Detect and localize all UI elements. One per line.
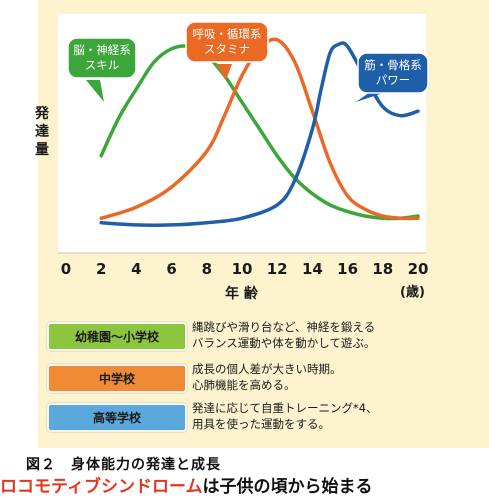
callout-text: 筋・骨格系 (364, 58, 422, 72)
x-tick-label: 10 (232, 260, 253, 278)
x-tick-label: 20 (408, 260, 429, 278)
figure-caption: 図２ 身体能力の発達と成長 (26, 457, 221, 473)
stage-description-high-school: 発達に応じて自重トレーニング*4、 用具を使った運動をする。 (192, 400, 378, 432)
y-axis-label: 発達量 (34, 105, 50, 158)
x-axis-unit: (歳) (400, 284, 425, 300)
tagline-rest: は子供の頃から始まる (202, 477, 373, 497)
x-tick-label: 18 (372, 260, 393, 278)
callout-text: 呼吸・循環系 (193, 27, 262, 41)
x-tick-label: 6 (166, 260, 176, 278)
stage-badge-high-school: 高等学校 (47, 403, 187, 432)
stage-description-junior-high: 成長の個人差が大きい時期。 心肺機能を高める。 (192, 361, 342, 393)
x-tick-label: 12 (267, 260, 288, 278)
callout-text: パワー (376, 73, 411, 87)
description-line: 用具を使った運動をする。 (192, 417, 330, 431)
stage-badge-junior-high: 中学校 (47, 364, 187, 393)
callout-text: スキル (85, 58, 120, 72)
description-line: 心肺機能を高める。 (192, 378, 296, 392)
stage-badge-elementary: 幼稚園〜小学校 (47, 322, 187, 351)
tagline-highlight: ロコモティブシンドローム (0, 477, 203, 497)
development-chart: 0 2 4 6 8 10 12 14 16 18 20 脳・神経系スキル呼吸・循環系スタミナ筋・骨格… (34, 14, 429, 302)
x-tick-label: 14 (302, 260, 323, 278)
description-line: バランス運動や体を動かして遊ぶ。 (192, 336, 376, 350)
series-line-respiratory (99, 37, 420, 221)
x-tick-label: 8 (202, 260, 212, 278)
stage-description-elementary: 縄跳びや滑り台など、神経を鍛える バランス運動や体を動かして遊ぶ。 (192, 319, 375, 351)
x-tick-label: 16 (337, 260, 358, 278)
x-tick-label: 0 (61, 260, 71, 278)
x-tick-label: 2 (96, 260, 106, 278)
description-line: 発達に応じて自重トレーニング*4、 (192, 401, 378, 415)
x-tick-labels: 0 2 4 6 8 10 12 14 16 18 20 (61, 260, 429, 278)
tagline: ロコモティブシンドロームは子供の頃から始まる (0, 472, 372, 497)
description-line: 成長の個人差が大きい時期。 (192, 362, 342, 376)
series-line-nervous-system (99, 44, 420, 221)
x-axis-label: 年 齢 (225, 285, 259, 302)
callout-text: 脳・神経系 (73, 43, 131, 57)
x-tick-label: 4 (131, 260, 141, 278)
description-line: 縄跳びや滑り台など、神経を鍛える (192, 320, 376, 334)
callout-text: スタミナ (204, 42, 250, 56)
